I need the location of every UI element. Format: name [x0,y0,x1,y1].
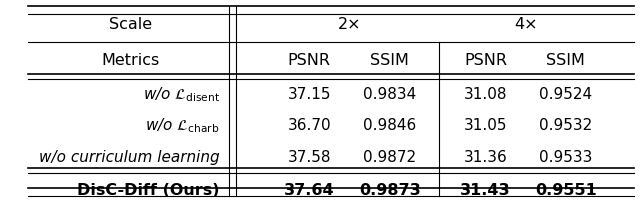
Text: 31.43: 31.43 [460,183,511,198]
Text: 2×: 2× [338,17,361,32]
Text: 31.36: 31.36 [463,149,508,165]
Text: 0.9524: 0.9524 [540,87,593,102]
Text: 37.15: 37.15 [287,87,331,102]
Text: 0.9533: 0.9533 [539,149,593,165]
Text: 0.9846: 0.9846 [363,118,416,133]
Text: 4×: 4× [514,17,538,32]
Text: PSNR: PSNR [288,53,331,68]
Text: 0.9532: 0.9532 [540,118,593,133]
Text: w/o $\mathcal{L}_{\mathrm{charb}}$: w/o $\mathcal{L}_{\mathrm{charb}}$ [145,116,220,135]
Text: 0.9872: 0.9872 [363,149,416,165]
Text: 0.9834: 0.9834 [363,87,416,102]
Text: w/o $\mathcal{L}_{\mathrm{disent}}$: w/o $\mathcal{L}_{\mathrm{disent}}$ [143,85,220,104]
Text: 31.05: 31.05 [464,118,508,133]
Text: Scale: Scale [109,17,152,32]
Text: 0.9873: 0.9873 [359,183,420,198]
Text: 37.58: 37.58 [287,149,331,165]
Text: PSNR: PSNR [464,53,507,68]
Text: 31.08: 31.08 [464,87,508,102]
Text: Metrics: Metrics [101,53,159,68]
Text: SSIM: SSIM [370,53,409,68]
Text: w/o curriculum learning: w/o curriculum learning [39,149,220,165]
Text: 0.9551: 0.9551 [535,183,596,198]
Text: 36.70: 36.70 [287,118,331,133]
Text: DisC-Diff (Ours): DisC-Diff (Ours) [77,183,220,198]
Text: 37.64: 37.64 [284,183,335,198]
Text: SSIM: SSIM [547,53,585,68]
